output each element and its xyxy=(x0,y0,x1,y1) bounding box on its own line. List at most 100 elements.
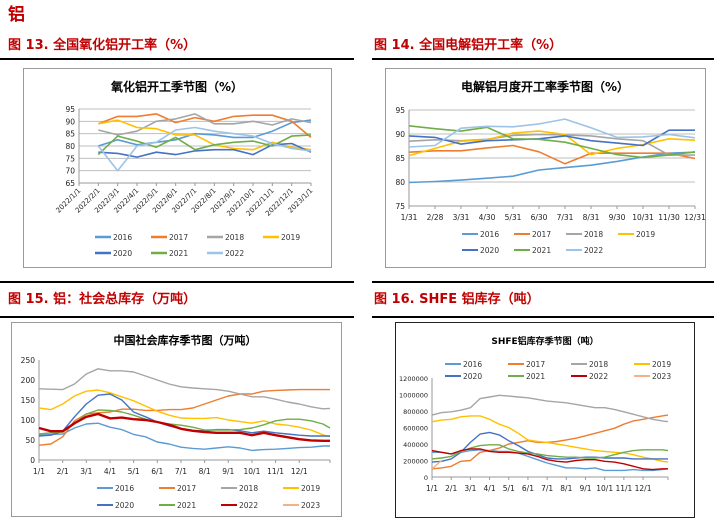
chart-2-legend-label-2022: 2022 xyxy=(239,501,258,510)
chart-1-xtick-label: 3/31 xyxy=(453,213,470,222)
chart-2-xtick-label: 1/1 xyxy=(33,467,45,476)
chart-0-series-2019 xyxy=(98,119,312,151)
chart-2-xtick-label: 6/1 xyxy=(151,467,163,476)
chart-1-ytick-label: 75 xyxy=(395,202,405,211)
chart-0-series-2018 xyxy=(98,113,312,136)
chart-3-xtick-label: 3/1 xyxy=(464,484,476,493)
chart-3-xtick-label: 10/1 xyxy=(596,484,613,493)
divider xyxy=(372,281,714,283)
chart-3-series-2017 xyxy=(431,414,669,470)
chart-2-xtick-label: 11/1 xyxy=(267,467,284,476)
chart-1-series-2017 xyxy=(408,144,696,165)
chart-2-series-2016 xyxy=(38,422,330,452)
chart-2-xtick-label: 5/1 xyxy=(128,467,140,476)
chart-3-ytick-label: 400000 xyxy=(403,441,428,449)
chart-1-series-2020 xyxy=(408,129,695,147)
figure-14-title: 图 14. 全国电解铝开工率（%） xyxy=(374,38,563,53)
chart-2-xtick-label: 12/1 xyxy=(291,467,308,476)
chart-1-legend-label-2017: 2017 xyxy=(532,230,551,239)
section-title: 铝 xyxy=(8,5,25,25)
chart-0-legend-label-2019: 2019 xyxy=(281,233,300,242)
chart-3-ytick-label: 800000 xyxy=(403,408,428,416)
chart-2-legend-label-2016: 2016 xyxy=(115,484,134,493)
chart-3-series-2019 xyxy=(431,415,669,463)
chart-0-ytick-label: 80 xyxy=(65,142,75,151)
chart-0-ytick-label: 65 xyxy=(65,179,75,188)
chart-1-xtick-label: 10/31 xyxy=(632,213,654,222)
chart-1-xtick-label: 2/28 xyxy=(427,213,444,222)
chart-3-ytick-label: 200000 xyxy=(403,458,428,466)
chart-3-xtick-label: 7/1 xyxy=(541,484,553,493)
chart-2-xtick-label: 8/1 xyxy=(199,467,211,476)
chart-3-legend-label-2020: 2020 xyxy=(463,372,482,381)
chart-2-ytick-label: 0 xyxy=(30,456,35,465)
chart-2-xtick-label: 3/1 xyxy=(80,467,92,476)
chart-1-xtick-label: 9/30 xyxy=(609,213,626,222)
chart-3-series-2021 xyxy=(431,444,669,460)
divider xyxy=(372,58,714,60)
chart-0-series-2016 xyxy=(98,119,312,147)
chart-3-ytick-label: 0 xyxy=(424,474,428,482)
divider xyxy=(0,58,354,60)
chart-3-series-2016 xyxy=(432,449,669,472)
chart-3-title: SHFE铝库存季节图（吨） xyxy=(491,335,598,347)
chart-3-series-2022 xyxy=(431,448,668,471)
chart-2-xtick-label: 7/1 xyxy=(175,467,187,476)
chart-2-xtick-label: 10/1 xyxy=(244,467,261,476)
chart-3-xtick-label: 6/1 xyxy=(522,484,534,493)
chart-3-xtick-label: 5/1 xyxy=(503,484,515,493)
chart-1-legend-label-2016: 2016 xyxy=(480,230,499,239)
chart-1-legend-label-2022: 2022 xyxy=(584,246,603,255)
chart-0-legend-label-2016: 2016 xyxy=(113,233,132,242)
chart-0-legend-label-2020: 2020 xyxy=(113,249,132,258)
chart-3-legend-label-2016: 2016 xyxy=(463,360,482,369)
chart-3-legend-label-2023: 2023 xyxy=(652,372,671,381)
figure-13-title: 图 13. 全国氧化铝开工率（%） xyxy=(8,38,197,53)
chart-1-legend-label-2021: 2021 xyxy=(532,246,551,255)
chart-2-series-2021 xyxy=(38,409,331,435)
chart-2-ytick-label: 100 xyxy=(21,416,36,425)
figure-16-title: 图 16. SHFE 铝库存（吨） xyxy=(374,292,540,307)
chart-2-ytick-label: 150 xyxy=(21,396,36,405)
chart-0-legend-label-2017: 2017 xyxy=(169,233,188,242)
divider xyxy=(0,281,354,283)
chart-2-ytick-label: 250 xyxy=(21,356,36,365)
chart-0-ytick-label: 95 xyxy=(65,105,75,114)
chart-3-series-2020 xyxy=(431,431,668,463)
chart-3-legend-label-2022: 2022 xyxy=(589,372,608,381)
chart-0-legend-label-2021: 2021 xyxy=(169,249,188,258)
chart-1-xtick-label: 12/31 xyxy=(684,213,706,222)
chart-3-ytick-label: 1200000 xyxy=(399,375,428,383)
chart-1-ytick-label: 90 xyxy=(395,130,405,139)
chart-2-title: 中国社会库存季节图（万吨） xyxy=(114,333,257,347)
chart-0-series-2022 xyxy=(97,126,312,172)
chart-2-legend-label-2017: 2017 xyxy=(177,484,196,493)
chart-0-ytick-label: 85 xyxy=(65,130,75,139)
chart-0-ytick-label: 75 xyxy=(65,154,75,163)
chart-0-ytick-label: 90 xyxy=(65,117,75,126)
chart-0-legend-label-2022: 2022 xyxy=(225,249,244,258)
chart-1-legend-label-2019: 2019 xyxy=(636,230,655,239)
chart-3-series-2018 xyxy=(431,394,669,423)
chart-3-legend-label-2018: 2018 xyxy=(589,360,608,369)
chart-3-xtick-label: 11/1 xyxy=(615,484,632,493)
chart-3-legend-label-2019: 2019 xyxy=(652,360,671,369)
chart-1-xtick-label: 6/30 xyxy=(531,213,548,222)
chart-3-xtick-label: 4/1 xyxy=(484,484,496,493)
chart-3-xtick-label: 1/1 xyxy=(426,484,438,493)
chart-3-xtick-label: 9/1 xyxy=(579,484,591,493)
chart-3-ytick-label: 600000 xyxy=(403,425,428,433)
chart-1-xtick-label: 11/30 xyxy=(658,213,680,222)
chart-1-xtick-label: 5/31 xyxy=(505,213,522,222)
chart-2-legend-label-2021: 2021 xyxy=(177,501,196,510)
chart-3-series-2023 xyxy=(431,459,443,470)
chart-0-title: 氧化铝开工季节图（%） xyxy=(110,79,243,94)
chart-14-frame xyxy=(385,68,706,268)
chart-0-legend-label-2018: 2018 xyxy=(225,233,244,242)
divider xyxy=(372,316,714,318)
chart-1-ytick-label: 85 xyxy=(395,154,405,163)
chart-2-series-2022 xyxy=(38,412,330,442)
chart-2-legend-label-2023: 2023 xyxy=(301,501,320,510)
chart-2-xtick-label: 4/1 xyxy=(104,467,116,476)
chart-2-series-2019 xyxy=(38,389,331,438)
